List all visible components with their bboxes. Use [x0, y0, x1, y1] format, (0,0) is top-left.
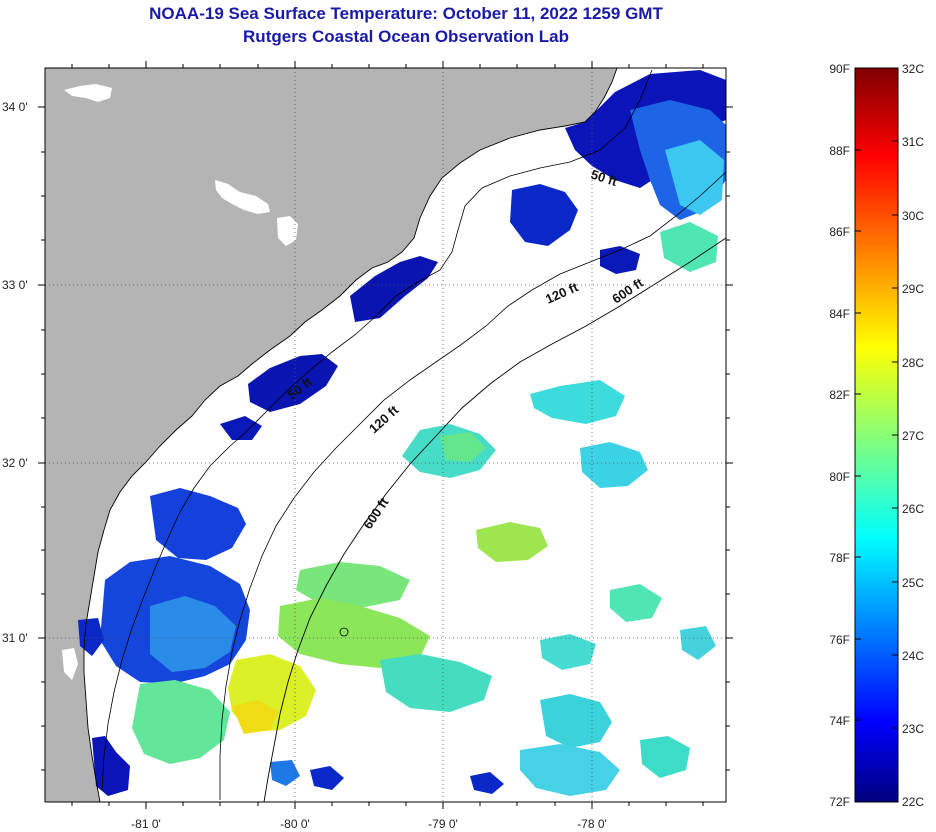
cb-f-84: 84F	[829, 307, 850, 321]
cb-f-76: 76F	[829, 633, 850, 647]
cb-f-72: 72F	[829, 795, 850, 809]
coastline	[83, 68, 618, 802]
cb-c-30: 30C	[902, 209, 924, 223]
lat-label-34: 34 0'	[2, 100, 28, 114]
cb-f-80: 80F	[829, 470, 850, 484]
contour-label-50-north: 50 ft	[589, 167, 620, 190]
colorbar-gradient	[854, 67, 899, 803]
inland-water-nw	[64, 84, 112, 102]
cb-c-28: 28C	[902, 356, 924, 370]
sst-offshore-patches	[132, 222, 718, 796]
cb-f-82: 82F	[829, 388, 850, 402]
map-area: 50 ft 50 ft 120 ft 120 ft 600 ft 600 ft	[45, 68, 726, 802]
cb-f-90: 90F	[829, 62, 850, 76]
cb-c-24: 24C	[902, 649, 924, 663]
land-mass	[45, 68, 617, 802]
inland-water-sw	[62, 648, 78, 680]
map-frame	[44, 67, 727, 803]
contour-seamount	[339, 627, 349, 637]
axis-ticks	[38, 61, 733, 809]
cb-f-78: 78F	[829, 551, 850, 565]
map-subtitle: Rutgers Coastal Ocean Observation Lab	[243, 27, 569, 46]
graticule	[45, 68, 726, 802]
cb-c-31: 31C	[902, 135, 924, 149]
contour-50ft	[101, 69, 653, 791]
colorbar: 90F 88F 86F 84F 82F 80F 78F 76F 74F 72F …	[829, 62, 924, 809]
cb-c-27: 27C	[902, 429, 924, 443]
lon-label-78: -78 0'	[577, 817, 607, 831]
cb-c-29: 29C	[902, 282, 924, 296]
lake-moultrie	[277, 216, 298, 246]
lon-label-79: -79 0'	[428, 817, 458, 831]
cb-c-32: 32C	[902, 62, 924, 76]
lat-label-33: 33 0'	[2, 278, 28, 292]
contour-600ft	[263, 237, 726, 802]
cb-c-26: 26C	[902, 502, 924, 516]
lat-label-31: 31 0'	[2, 631, 28, 645]
cb-f-88: 88F	[829, 144, 850, 158]
cb-f-86: 86F	[829, 225, 850, 239]
cb-c-22: 22C	[902, 795, 924, 809]
sst-patches	[78, 70, 726, 796]
cb-c-23: 23C	[902, 722, 924, 736]
cb-c-25: 25C	[902, 576, 924, 590]
lon-label-80: -80 0'	[280, 817, 310, 831]
lat-label-32: 32 0'	[2, 456, 28, 470]
lake-marion	[215, 180, 270, 214]
lon-label-81: -81 0'	[131, 817, 161, 831]
contour-120ft	[219, 171, 726, 800]
colorbar-ticks	[855, 140, 898, 729]
map-title: NOAA-19 Sea Surface Temperature: October…	[149, 4, 663, 23]
cb-f-74: 74F	[829, 714, 850, 728]
